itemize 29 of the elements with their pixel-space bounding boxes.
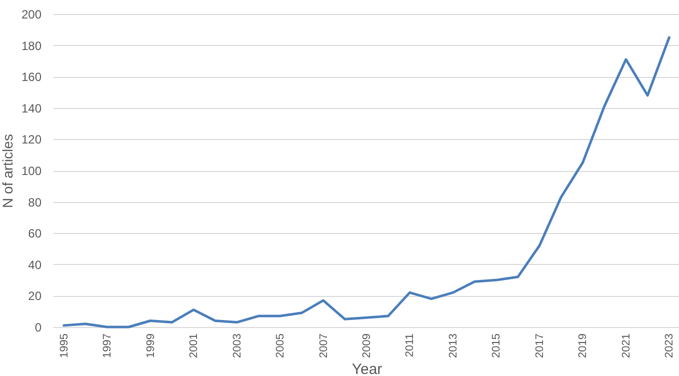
- x-tick-label: 2003: [231, 334, 244, 358]
- y-tick-label: 120: [21, 132, 42, 147]
- x-tick-label: 1995: [58, 334, 70, 358]
- y-tick-label: 0: [34, 320, 42, 334]
- y-tick-label: 80: [28, 195, 42, 210]
- y-tick-label: 100: [21, 164, 42, 178]
- x-tick-label: 2015: [490, 334, 503, 358]
- y-axis-title: N of articles: [0, 134, 16, 208]
- y-tick-label: 140: [21, 101, 42, 116]
- x-tick-label: 1997: [102, 334, 114, 358]
- line-series: [62, 36, 670, 328]
- x-tick-label: 2023: [664, 334, 676, 358]
- x-tick-label: 2005: [274, 334, 287, 358]
- x-tick-label: 2017: [534, 334, 546, 358]
- x-tick-label: 2011: [404, 334, 416, 358]
- x-tick-label: 2009: [361, 334, 373, 358]
- y-tick-label: 60: [28, 226, 42, 241]
- y-tick-label: 180: [21, 38, 42, 53]
- y-tick-label: 160: [21, 70, 42, 84]
- y-tick-label: 40: [28, 258, 42, 272]
- x-tick-label: 2007: [318, 334, 330, 358]
- x-tick-label: 2013: [447, 334, 460, 358]
- x-tick-label: 2019: [577, 334, 590, 358]
- y-tick-label: 200: [21, 8, 42, 22]
- x-tick-label: 2021: [620, 334, 632, 358]
- x-tick-label: 2001: [188, 334, 200, 358]
- x-axis-title: Year: [352, 360, 382, 376]
- y-tick-label: 20: [28, 289, 42, 304]
- x-tick-label: 1999: [144, 334, 157, 358]
